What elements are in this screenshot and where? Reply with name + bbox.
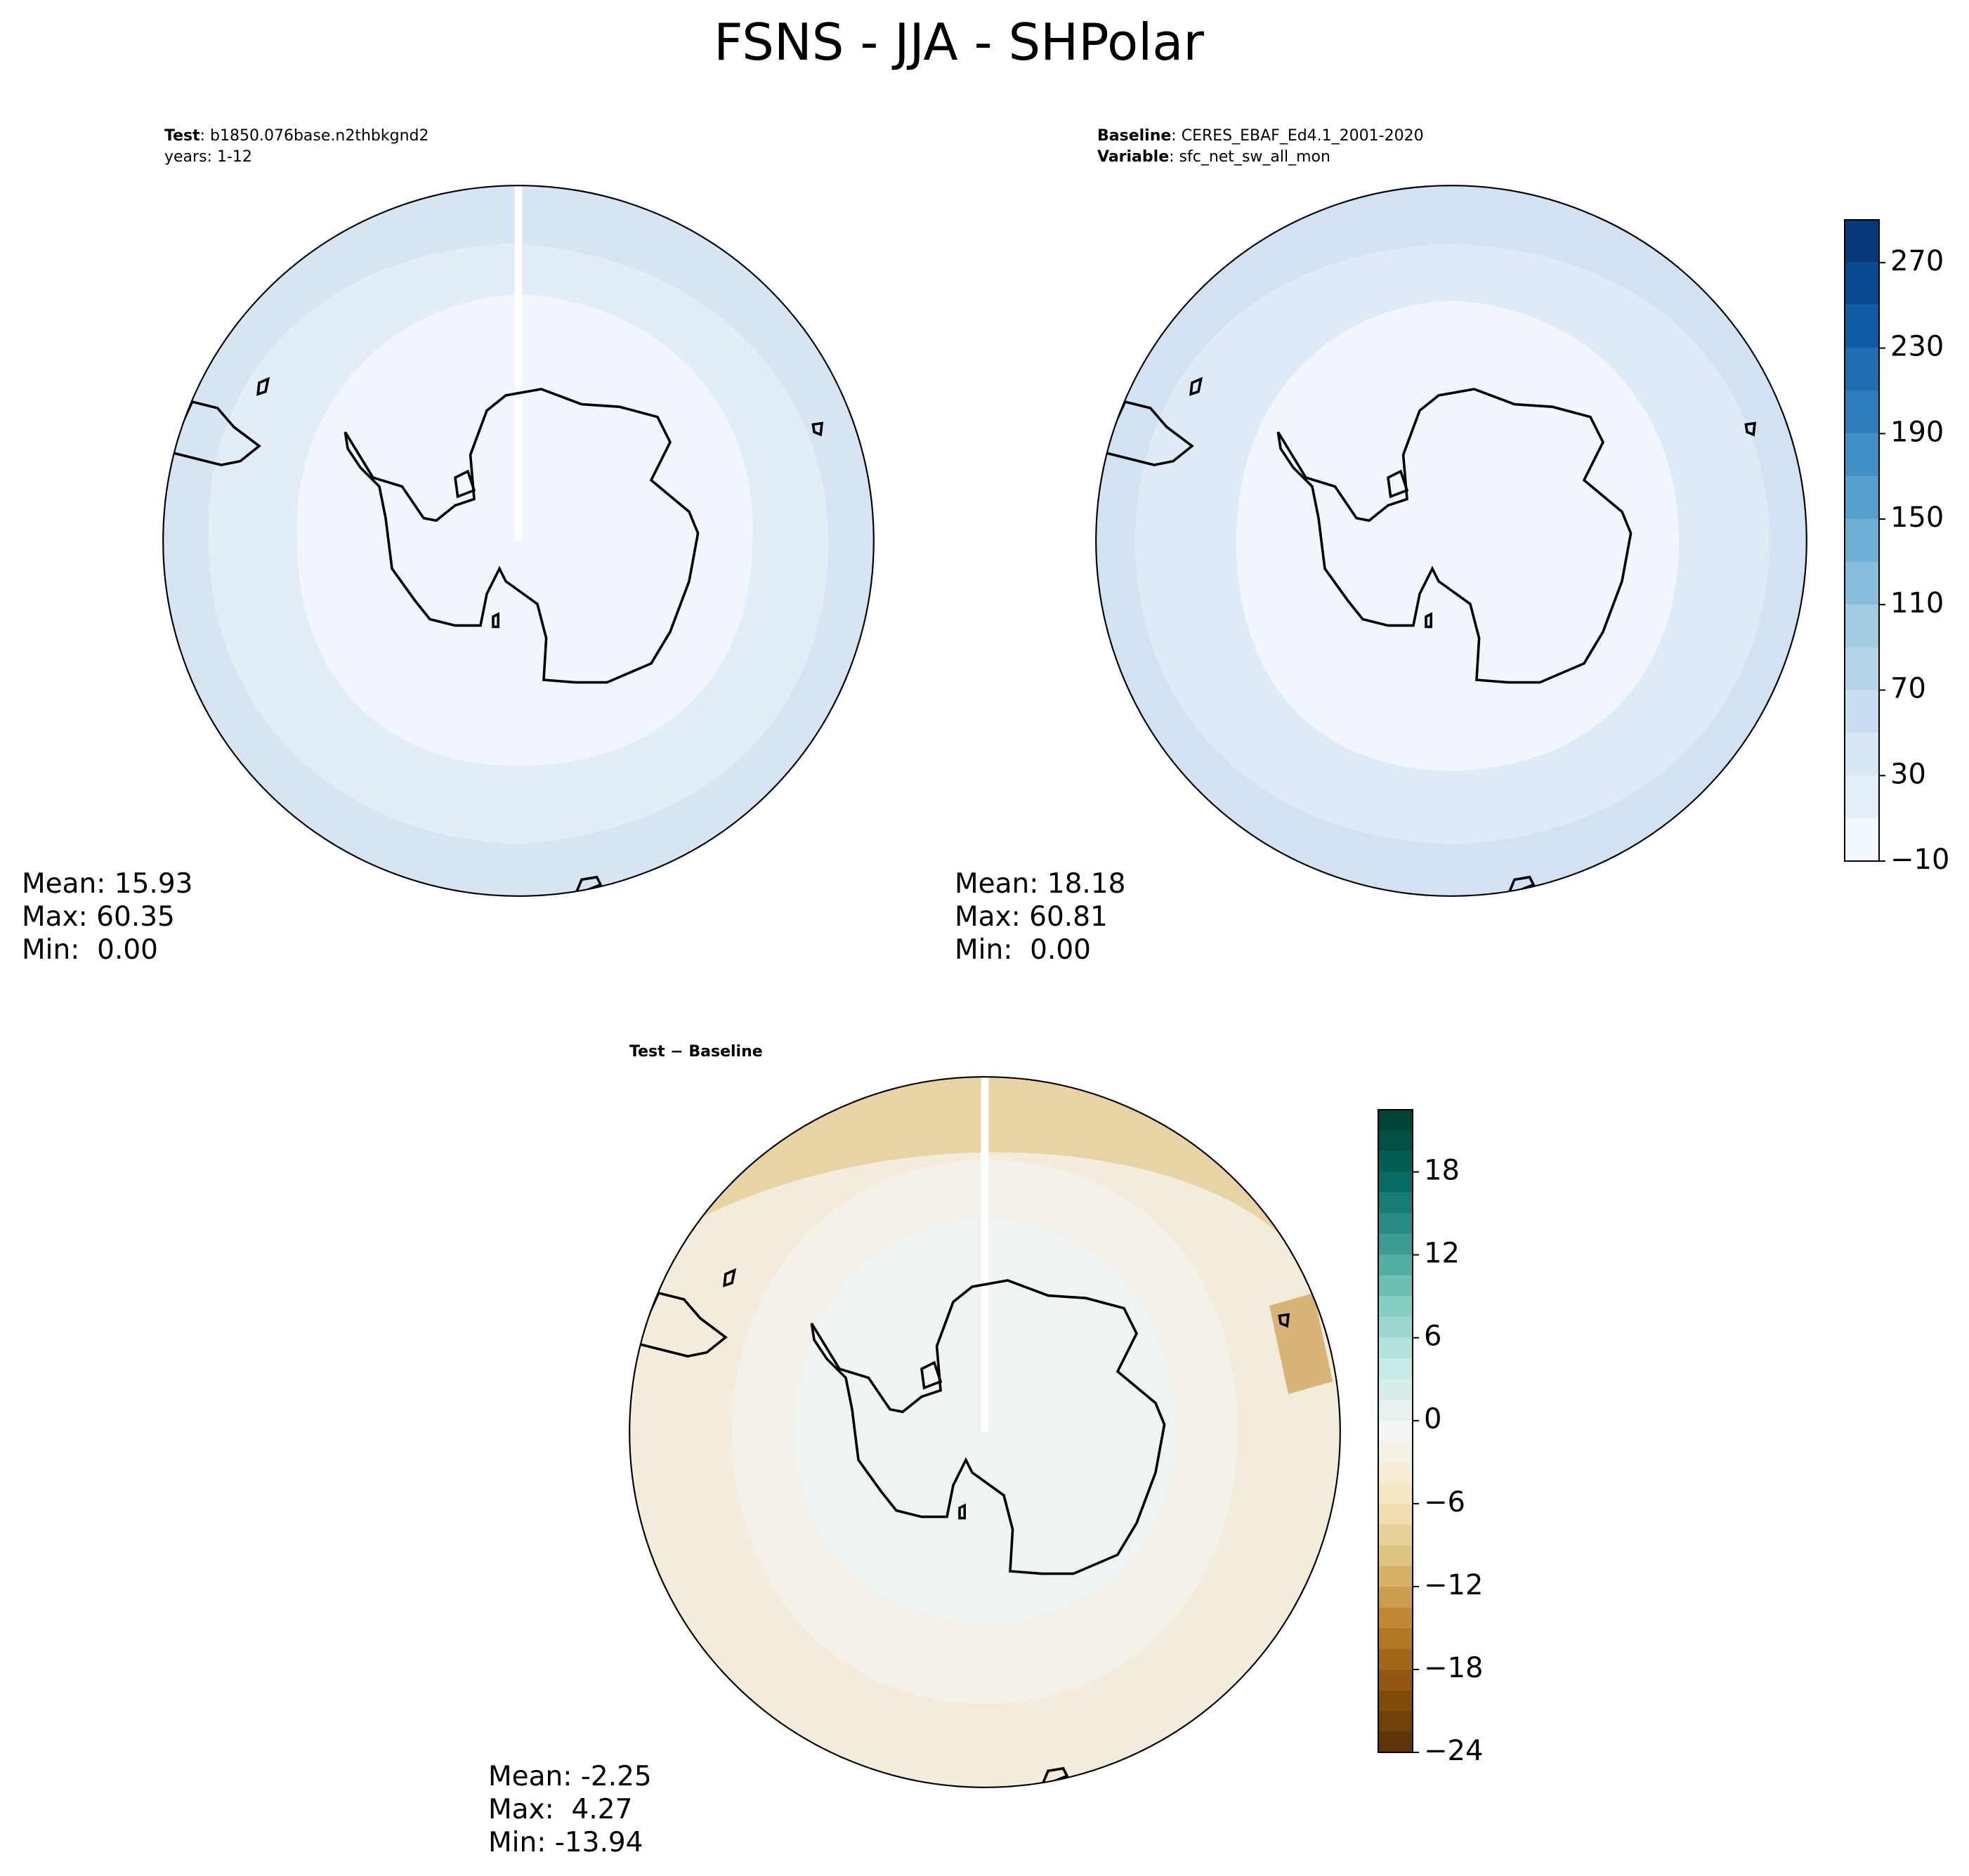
colorbar-band xyxy=(1378,1524,1413,1545)
colorbar-band xyxy=(1378,1254,1413,1276)
panel-header: Baseline: CERES_EBAF_Ed4.1_2001-2020 xyxy=(1097,127,1424,145)
header-text: : sfc_net_sw_all_mon xyxy=(1169,148,1330,166)
colorbar-tick-label: −12 xyxy=(1424,1569,1483,1601)
colorbar-band xyxy=(1378,1151,1413,1172)
colorbar-band xyxy=(1378,1731,1413,1752)
colorbar-band xyxy=(1378,1648,1413,1670)
header-text: years: 1-12 xyxy=(164,148,252,166)
colorbar-tick-label: 30 xyxy=(1890,758,1926,790)
panel-header: years: 1-12 xyxy=(164,148,252,166)
colorbar-tick-label: −24 xyxy=(1424,1735,1483,1767)
colorbar-tick-label: 0 xyxy=(1424,1403,1441,1436)
colorbar-tick-label: −18 xyxy=(1424,1652,1483,1684)
stat-line: Max: 60.81 xyxy=(955,901,1108,933)
header-key: Test xyxy=(164,127,200,145)
colorbar-band xyxy=(1378,1379,1413,1401)
colorbar-band xyxy=(1845,433,1879,477)
colorbar-band xyxy=(1845,305,1879,348)
colorbar-band xyxy=(1378,1213,1413,1235)
colorbar-band xyxy=(1378,1317,1413,1338)
header-text: : b1850.076base.n2thbkgnd2 xyxy=(200,127,429,145)
colorbar-band xyxy=(1378,1441,1413,1462)
colorbar-band xyxy=(1845,733,1879,776)
colorbar-tick-label: 190 xyxy=(1890,416,1944,448)
colorbar-band xyxy=(1378,1607,1413,1628)
colorbar-band xyxy=(1845,775,1879,819)
stat-line: Mean: 18.18 xyxy=(955,868,1125,900)
colorbar-band xyxy=(1845,391,1879,434)
colorbar-band xyxy=(1378,1358,1413,1379)
stat-line: Min: -13.94 xyxy=(488,1827,643,1858)
colorbar-band xyxy=(1378,1400,1413,1421)
colorbar-band xyxy=(1378,1193,1413,1214)
colorbar-band xyxy=(1845,519,1879,562)
colorbar-frame xyxy=(1378,1109,1413,1753)
colorbar-band xyxy=(1845,604,1879,648)
map-difference xyxy=(629,1076,1341,1788)
colorbar-band xyxy=(1845,348,1879,391)
stat-line: Mean: -2.25 xyxy=(488,1761,652,1792)
colorbar-band xyxy=(1845,262,1879,306)
colorbar-tick-label: −6 xyxy=(1424,1486,1465,1518)
map-baseline xyxy=(1095,185,1807,897)
colorbar-tick-label: 12 xyxy=(1424,1238,1460,1270)
stat-line: Max: 60.35 xyxy=(22,901,175,933)
colorbar-band xyxy=(1378,1503,1413,1525)
colorbar-band xyxy=(1378,1296,1413,1318)
header-key: Baseline xyxy=(1097,127,1171,145)
stat-line: Min: 0.00 xyxy=(955,934,1091,966)
colorbar-band xyxy=(1378,1462,1413,1483)
colorbar-band xyxy=(1378,1586,1413,1608)
colorbar-band xyxy=(1845,647,1879,690)
colorbar-tick-label: 230 xyxy=(1890,331,1944,363)
header-key: Variable xyxy=(1097,148,1169,166)
colorbar-band xyxy=(1845,818,1879,861)
stat-line: Max: 4.27 xyxy=(488,1794,632,1825)
colorbar-tick-label: 150 xyxy=(1890,501,1944,534)
figure-title: FSNS - JJA - SHPolar xyxy=(714,13,1204,72)
map-test xyxy=(162,185,875,897)
colorbar-tick-label: −10 xyxy=(1890,844,1949,876)
stat-line: Mean: 15.93 xyxy=(22,868,192,900)
colorbar-tick-label: 6 xyxy=(1424,1320,1441,1353)
colorbar-band xyxy=(1845,561,1879,605)
colorbar-tick-label: 270 xyxy=(1890,245,1944,277)
colorbar-band xyxy=(1378,1110,1413,1131)
colorbar-band xyxy=(1378,1337,1413,1359)
colorbar-band xyxy=(1845,220,1879,263)
colorbar-band xyxy=(1845,690,1879,733)
colorbar-tick-label: 18 xyxy=(1424,1155,1460,1187)
colorbar-tick-label: 110 xyxy=(1890,587,1944,619)
header-text: : CERES_EBAF_Ed4.1_2001-2020 xyxy=(1171,127,1423,145)
colorbar-band xyxy=(1845,476,1879,520)
colorbar-tick-label: 70 xyxy=(1890,673,1926,705)
colorbar-band xyxy=(1378,1234,1413,1255)
colorbar-band xyxy=(1378,1544,1413,1566)
panel-header: Test − Baseline xyxy=(629,1043,763,1061)
colorbar-band xyxy=(1378,1710,1413,1732)
colorbar-band xyxy=(1378,1483,1413,1504)
colorbar-band xyxy=(1378,1690,1413,1711)
panel-header: Test: b1850.076base.n2thbkgnd2 xyxy=(164,127,429,145)
colorbar-band xyxy=(1378,1627,1413,1649)
colorbar-band xyxy=(1378,1420,1413,1442)
colorbar-band xyxy=(1378,1669,1413,1691)
stat-line: Min: 0.00 xyxy=(22,934,158,966)
colorbar-frame xyxy=(1844,219,1880,862)
colorbar-band xyxy=(1378,1172,1413,1193)
panel-header: Variable: sfc_net_sw_all_mon xyxy=(1097,148,1330,166)
header-key: Test − Baseline xyxy=(629,1043,763,1061)
colorbar-band xyxy=(1378,1130,1413,1152)
colorbar-band xyxy=(1378,1566,1413,1587)
colorbar-band xyxy=(1378,1275,1413,1297)
